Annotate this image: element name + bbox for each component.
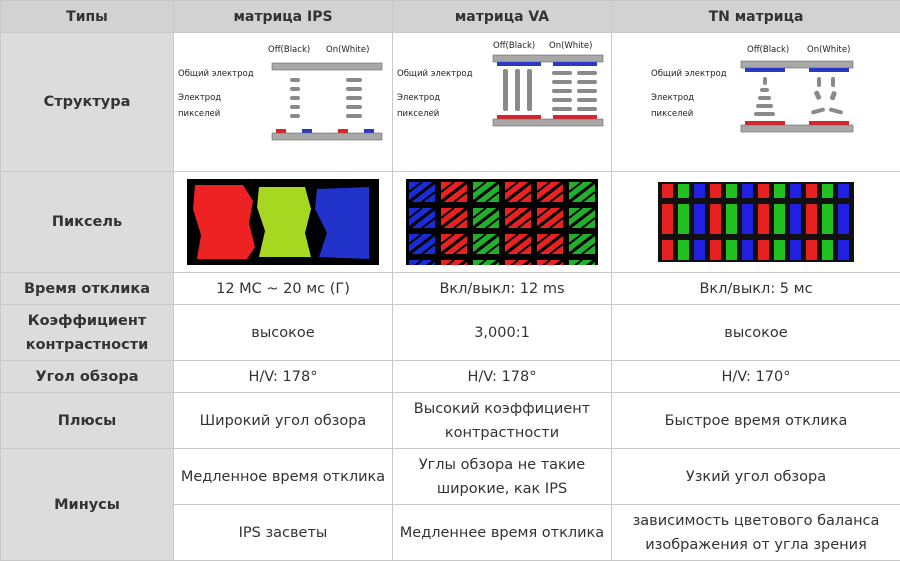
tn-pixel-cell: [611, 171, 900, 273]
tn-pros-value: Быстрое время отклика: [611, 392, 900, 449]
tn-lc-molecules: [740, 60, 854, 133]
header-types: Типы: [0, 0, 174, 33]
common-electrode-label: Общий электрод: [178, 69, 254, 79]
ips-pixel-cell: [173, 171, 393, 273]
va-pros-value: Высокий коэффициент контрастности: [392, 392, 612, 449]
ips-structure-cell: Off(Black) On(White) Общий электрод Элек…: [173, 32, 393, 172]
ips-cons-2: IPS засветы: [173, 504, 393, 561]
pixel-electrode-label: Электрод: [651, 93, 695, 103]
va-angle-value: H/V: 178°: [392, 360, 612, 393]
common-electrode-label: Общий электрод: [651, 69, 727, 79]
va-response-value: Вкл/выкл: 12 ms: [392, 272, 612, 305]
va-contrast-value: 3,000:1: [392, 304, 612, 361]
off-black-label: Off(Black): [493, 41, 536, 51]
ips-cons-1: Медленное время отклика: [173, 448, 393, 505]
ips-lc-molecules: [271, 62, 383, 141]
ips-angle-value: H/V: 178°: [173, 360, 393, 393]
tn-structure-diagram: Off(Black) On(White) Общий электрод Элек…: [651, 45, 861, 157]
header-ips: матрица IPS: [173, 0, 393, 33]
va-cons-2: Медленнее время отклика: [392, 504, 612, 561]
tn-structure-cell: Off(Black) On(White) Общий электрод Элек…: [611, 32, 900, 172]
pixel-electrode-label: Электрод: [178, 93, 222, 103]
row-cons-label: Минусы: [0, 448, 174, 561]
pixel-electrode-label-2: пикселей: [397, 109, 440, 119]
ips-pixel-image: [187, 179, 379, 265]
header-va: матрица VA: [392, 0, 612, 33]
row-pixel-label: Пиксель: [0, 171, 174, 273]
on-white-label: On(White): [807, 45, 851, 55]
header-tn: TN матрица: [611, 0, 900, 33]
va-cons-1: Углы обзора не такие широкие, как IPS: [392, 448, 612, 505]
tn-contrast-value: высокое: [611, 304, 900, 361]
va-lc-molecules: [492, 54, 604, 127]
ips-pros-value: Широкий угол обзора: [173, 392, 393, 449]
va-structure-cell: Off(Black) On(White) Общий электрод Элек…: [392, 32, 612, 172]
row-structure-label: Структура: [0, 32, 174, 172]
on-white-label: On(White): [326, 45, 370, 55]
pixel-electrode-label: Электрод: [397, 93, 441, 103]
va-pixel-image: [406, 179, 598, 265]
tn-angle-value: H/V: 170°: [611, 360, 900, 393]
row-pros-label: Плюсы: [0, 392, 174, 449]
ips-structure-diagram: Off(Black) On(White) Общий электрод Элек…: [178, 45, 388, 157]
ips-response-value: 12 МС ~ 20 мс (Г): [173, 272, 393, 305]
pixel-electrode-label-2: пикселей: [651, 109, 694, 119]
va-pixel-cell: [392, 171, 612, 273]
tn-pixel-image: [658, 182, 854, 262]
pixel-electrode-label-2: пикселей: [178, 109, 221, 119]
row-contrast-label: Коэффициент контрастности: [0, 304, 174, 361]
tn-cons-1: Узкий угол обзора: [611, 448, 900, 505]
tn-response-value: Вкл/выкл: 5 мс: [611, 272, 900, 305]
off-black-label: Off(Black): [747, 45, 790, 55]
ips-contrast-value: высокое: [173, 304, 393, 361]
on-white-label: On(White): [549, 41, 593, 51]
off-black-label: Off(Black): [268, 45, 311, 55]
common-electrode-label: Общий электрод: [397, 69, 473, 79]
row-angle-label: Угол обзора: [0, 360, 174, 393]
va-structure-diagram: Off(Black) On(White) Общий электрод Элек…: [397, 41, 607, 157]
row-response-label: Время отклика: [0, 272, 174, 305]
tn-cons-2: зависимость цветового баланса изображени…: [611, 504, 900, 561]
